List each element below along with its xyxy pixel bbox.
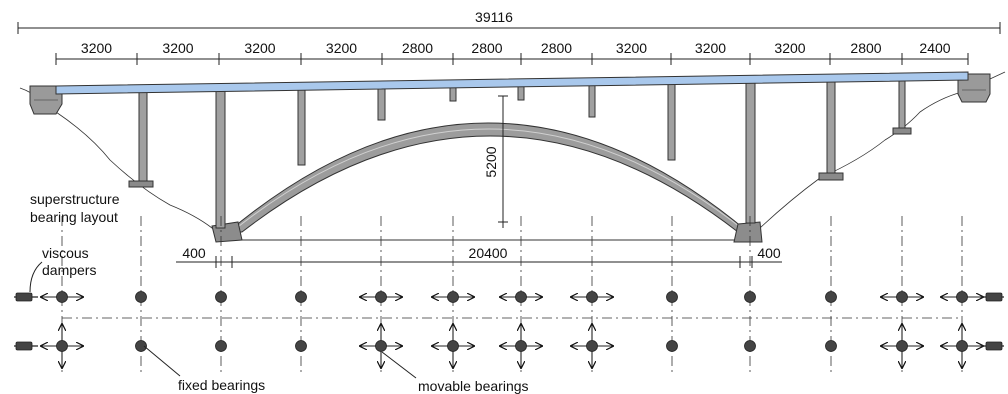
bearing-longitudinal (500, 291, 542, 303)
segment-label: 2800 (471, 40, 502, 56)
bearing-fixed (825, 291, 837, 303)
bearing-fixed (215, 291, 227, 303)
bearing-biaxial (500, 324, 542, 368)
segment-label: 3200 (695, 40, 726, 56)
bearing-biaxial (41, 324, 83, 368)
movable-bearings-label: movable bearings (418, 378, 529, 394)
dimension-arch-rise: 5200 (483, 95, 508, 228)
right-offset-label: 400 (757, 245, 781, 261)
pier-7 (588, 84, 596, 118)
deck (55, 71, 969, 95)
viscous-dampers-label: viscous dampers (42, 245, 96, 278)
bearing-longitudinal (360, 291, 402, 303)
segment-label: 2800 (541, 40, 572, 56)
viscous-damper-icon (980, 292, 1004, 302)
segment-label: 3200 (244, 40, 275, 56)
dimension-arch-span: 400 20400 400 (176, 245, 782, 268)
bearing-fixed (744, 291, 756, 303)
segment-label: 2400 (919, 40, 950, 56)
pier-5 (449, 86, 457, 102)
dimension-segments: 3200 3200 3200 3200 2800 2800 2800 3200 3200 3200… (55, 40, 969, 65)
viscous-dampers-line1: viscous (42, 245, 89, 261)
bearing-fixed (295, 291, 307, 303)
bearing-longitudinal (881, 291, 923, 303)
bearing-biaxial (360, 324, 402, 368)
movable-bearings-leader (381, 351, 417, 379)
pier-11 (898, 80, 906, 130)
pier-1 (138, 91, 148, 183)
layout-title-line1: superstructure (30, 191, 120, 207)
segment-label: 3200 (616, 40, 647, 56)
bearing-longitudinal (41, 291, 83, 303)
pier-11-footing (892, 127, 912, 135)
bearing-biaxial (881, 324, 923, 368)
bearing-longitudinal (432, 291, 474, 303)
segment-label: 3200 (162, 40, 193, 56)
bearing-longitudinal (941, 291, 983, 303)
bearing-fixed (215, 340, 227, 352)
segment-label: 3200 (326, 40, 357, 56)
pier-2 (215, 89, 226, 229)
pier-3 (297, 88, 306, 166)
abutment-right (957, 73, 991, 103)
bearing-biaxial (571, 324, 613, 368)
pier-6 (517, 85, 525, 101)
bearing-fixed (135, 291, 147, 303)
bearing-fixed (295, 340, 307, 352)
total-span-label: 39116 (475, 9, 513, 25)
bearing-fixed (666, 291, 678, 303)
bearing-biaxial (941, 324, 983, 368)
viscous-damper-icon (14, 341, 38, 351)
terrain-right-slope (759, 71, 1006, 229)
terrain (19, 71, 1006, 241)
segment-label: 2800 (402, 40, 433, 56)
bearing-fixed (825, 340, 837, 352)
dimension-total: 39116 (17, 9, 1001, 34)
pier-10-footing (818, 172, 844, 181)
arch-span-label: 20400 (469, 245, 508, 261)
fixed-bearings-leader (143, 345, 181, 377)
viscous-dampers-leader (29, 261, 43, 293)
bearing-fixed (135, 340, 147, 352)
bearing-biaxial (432, 324, 474, 368)
piers (128, 80, 912, 229)
layout-title-line2: bearing layout (30, 209, 118, 225)
fixed-bearings-label: fixed bearings (178, 377, 265, 393)
viscous-damper-icon (980, 341, 1004, 351)
segment-label: 3200 (81, 40, 112, 56)
layout-title: superstructure bearing layout (30, 191, 123, 225)
pier-10 (826, 81, 836, 175)
segment-label: 3200 (774, 40, 805, 56)
bearing-rows (14, 291, 1004, 369)
arch-rise-label: 5200 (483, 146, 499, 177)
segment-label: 2800 (850, 40, 881, 56)
left-offset-label: 400 (182, 245, 206, 261)
pier-8 (667, 83, 676, 161)
pier-1-footing (128, 180, 154, 188)
pier-9 (745, 82, 756, 224)
bearing-fixed (744, 340, 756, 352)
arch-footing-right (733, 221, 763, 243)
pier-4 (377, 87, 386, 121)
bearing-longitudinal (571, 291, 613, 303)
bearing-fixed (666, 340, 678, 352)
viscous-damper-icon (14, 292, 38, 302)
viscous-dampers-line2: dampers (42, 262, 96, 278)
